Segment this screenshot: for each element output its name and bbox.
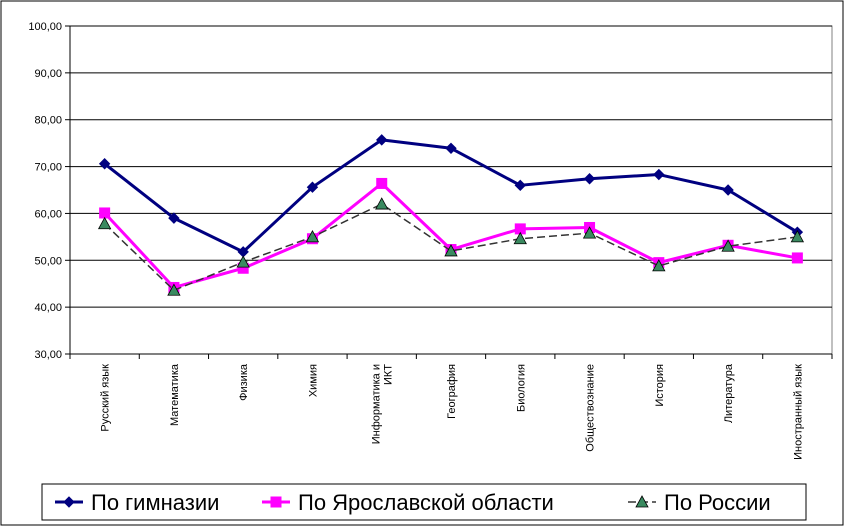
series-point <box>305 230 320 243</box>
legend-marker <box>63 496 75 508</box>
series-2 <box>97 197 805 296</box>
x-tick-label-line: Русский язык <box>100 364 112 432</box>
x-tick-label-group: Иностранный язык <box>792 364 804 460</box>
series-point <box>653 168 665 181</box>
legend: По гимназии По Ярославской области По Росс… <box>41 483 807 521</box>
x-tick-label: Биология <box>515 364 527 412</box>
series-layer <box>97 134 805 296</box>
legend-entry: По России <box>628 490 771 515</box>
y-tick-label: 50,00 <box>34 255 62 267</box>
legend-box <box>41 483 807 521</box>
y-tick-label: 70,00 <box>34 162 62 174</box>
x-tick-label-line: ИКТ <box>383 364 395 385</box>
x-tick-label: Обществознание <box>585 364 597 452</box>
x-tick-label-line: Химия <box>307 364 319 397</box>
x-tick-label: Информатика иИКТ <box>371 364 395 445</box>
x-tick-label: История <box>654 364 666 407</box>
x-tick-label-group: Биология <box>515 364 527 412</box>
x-tick-label-group: Литература <box>723 363 735 423</box>
series-point <box>722 184 734 196</box>
x-tick-label: Физика <box>238 363 250 401</box>
x-tick-label-line: История <box>654 364 666 407</box>
x-tick-label-line: География <box>446 364 458 419</box>
x-tick-label: Литература <box>723 363 735 423</box>
series-point <box>306 181 319 193</box>
legend-marker <box>635 495 649 508</box>
x-tick-label-group: География <box>446 364 458 419</box>
series-point <box>375 197 389 210</box>
x-tick-label-line: Математика <box>169 363 181 426</box>
series-line <box>104 203 798 292</box>
legend-label: По гимназии <box>91 490 219 515</box>
x-tick-label: Русский язык <box>100 364 112 432</box>
series-point <box>376 134 388 146</box>
series-point <box>790 230 805 243</box>
y-tick-label: 80,00 <box>34 115 62 127</box>
x-tick-label-group: Информатика иИКТ <box>371 364 395 445</box>
y-tick-label: 40,00 <box>34 302 62 314</box>
x-tick-label: География <box>446 364 458 419</box>
x-tick-label-group: Физика <box>238 363 250 401</box>
x-tick-label: Математика <box>169 363 181 426</box>
y-tick-label: 60,00 <box>34 208 62 220</box>
series-point <box>99 207 111 219</box>
series-point <box>376 177 388 189</box>
x-tick-label-group: Русский язык <box>100 364 112 432</box>
y-tick-label: 100,00 <box>28 21 62 33</box>
series-point <box>236 255 250 268</box>
series-point <box>583 173 596 185</box>
x-tick-label-line: Иностранный язык <box>792 364 804 460</box>
x-tick-label-line: Физика <box>238 363 250 401</box>
x-tick-label-group: История <box>654 364 666 407</box>
series-point <box>167 283 181 296</box>
y-tick-label: 30,00 <box>34 349 62 361</box>
x-axis: Русский язык Математика Физика Химия Информа… <box>69 353 833 460</box>
plot-area <box>69 25 833 355</box>
legend-label: По России <box>664 490 771 515</box>
x-tick-label-line: Информатика и <box>371 364 383 444</box>
series-point <box>97 216 112 230</box>
series-point <box>445 142 457 155</box>
legend-entry: По Ярославской области <box>262 490 554 515</box>
series-point <box>513 231 527 245</box>
x-tick-label-line: Обществознание <box>585 364 597 452</box>
series-point <box>514 179 526 192</box>
series-point <box>582 226 597 239</box>
legend-label: По Ярославской области <box>298 490 554 515</box>
series-point <box>791 252 803 264</box>
x-tick-label: Химия <box>307 364 319 397</box>
series-point <box>444 244 458 257</box>
series-point <box>721 239 735 252</box>
x-tick-label-line: Литература <box>723 363 735 423</box>
x-tick-label-group: Математика <box>169 363 181 426</box>
x-tick-label-group: Химия <box>307 364 319 397</box>
series-point <box>98 158 111 170</box>
legend-entry: По гимназии <box>55 490 219 515</box>
y-axis: 30,00 40,00 50,00 60,00 70,00 80,00 90,00 100,0… <box>28 21 71 361</box>
x-tick-label: Иностранный язык <box>792 364 804 460</box>
x-tick-label-line: Биология <box>515 364 527 412</box>
x-tick-label-group: Обществознание <box>585 364 597 452</box>
series-point <box>652 259 666 272</box>
legend-marker <box>270 496 282 508</box>
y-tick-label: 90,00 <box>34 68 62 80</box>
series-point <box>168 212 180 224</box>
